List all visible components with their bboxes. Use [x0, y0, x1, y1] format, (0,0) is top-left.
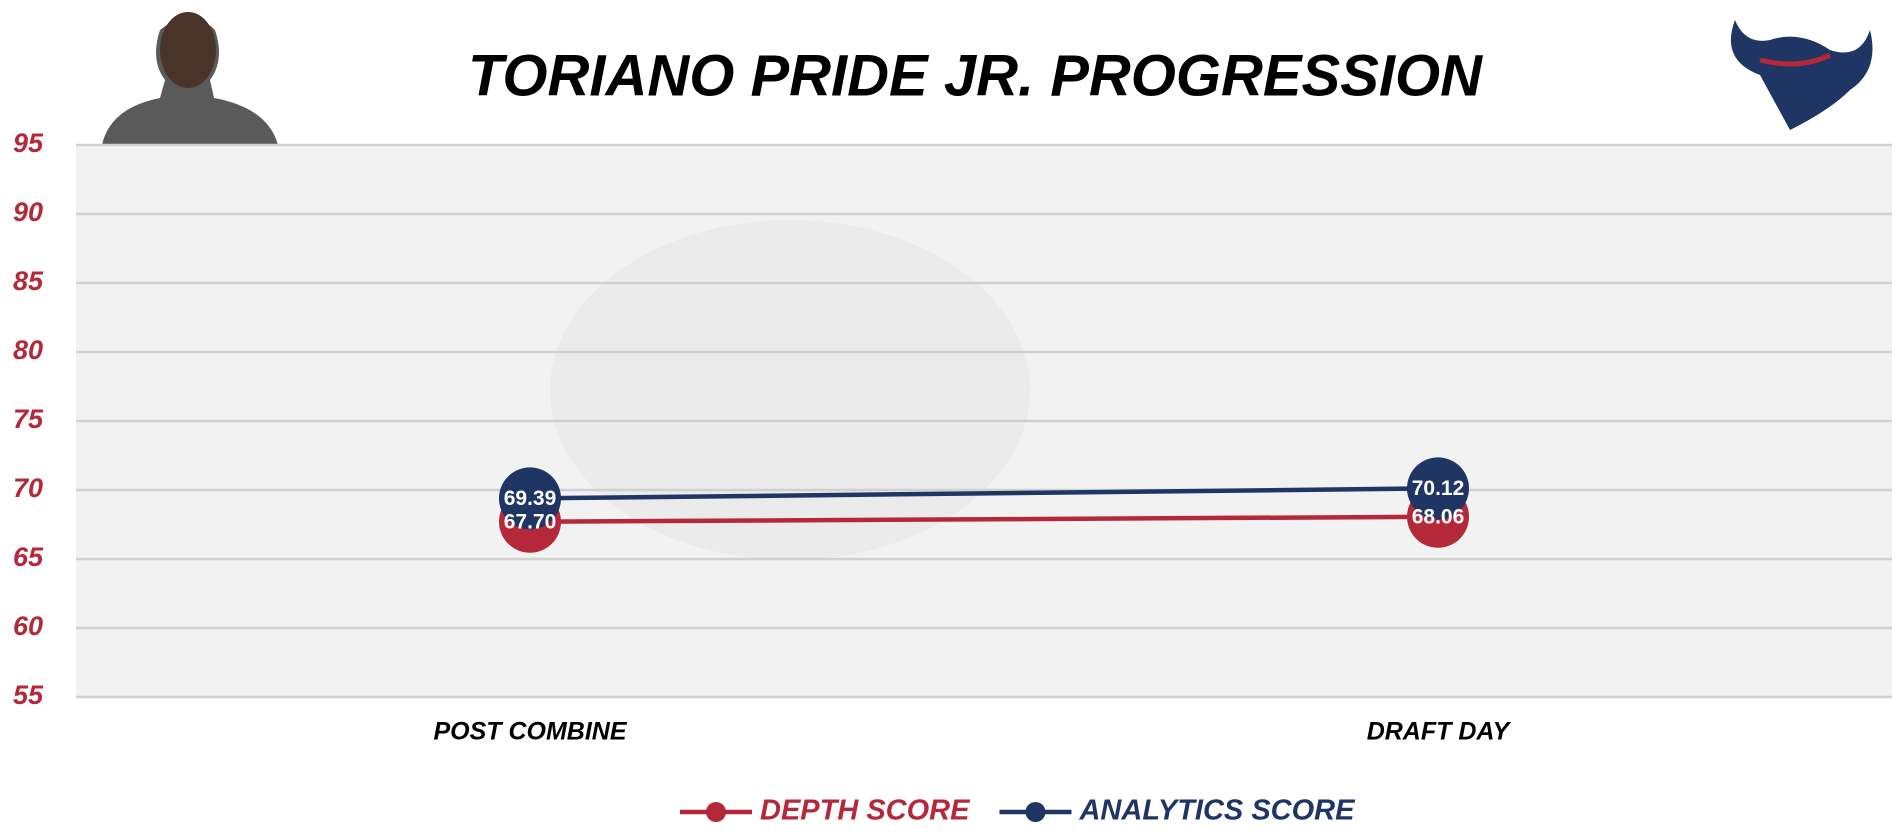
y-tick-label: 90	[13, 197, 43, 227]
data-label: 70.12	[1412, 477, 1465, 500]
point	[1407, 457, 1469, 520]
series-line	[529, 486, 1439, 501]
y-tick-label: 65	[13, 542, 44, 572]
y-tick-label: 55	[13, 680, 44, 710]
x-tick-label: DRAFT DAY	[1367, 718, 1512, 746]
legend-label: ANALYTICS SCORE	[1078, 795, 1356, 827]
legend-marker	[1025, 802, 1046, 822]
data-label: 67.70	[504, 510, 557, 533]
y-tick-label: 75	[13, 404, 44, 434]
player-photo	[102, 12, 278, 145]
legend-marker	[706, 802, 726, 822]
watermark	[550, 220, 1030, 560]
y-tick-label: 85	[13, 266, 44, 296]
chart-title: TORIANO PRIDE JR. PROGRESSION	[468, 43, 1483, 108]
team-logo	[1730, 20, 1873, 130]
legend-label: DEPTH SCORE	[760, 795, 971, 827]
x-tick-label: POST COMBINE	[433, 718, 627, 746]
point	[499, 467, 561, 530]
y-tick-label: 95	[13, 128, 44, 158]
series-line	[529, 514, 1439, 524]
y-tick-label: 60	[13, 611, 43, 641]
y-tick-label: 80	[13, 335, 43, 365]
y-tick-label: 70	[13, 473, 43, 503]
data-label: 68.06	[1412, 505, 1465, 528]
data-label: 69.39	[504, 487, 557, 510]
